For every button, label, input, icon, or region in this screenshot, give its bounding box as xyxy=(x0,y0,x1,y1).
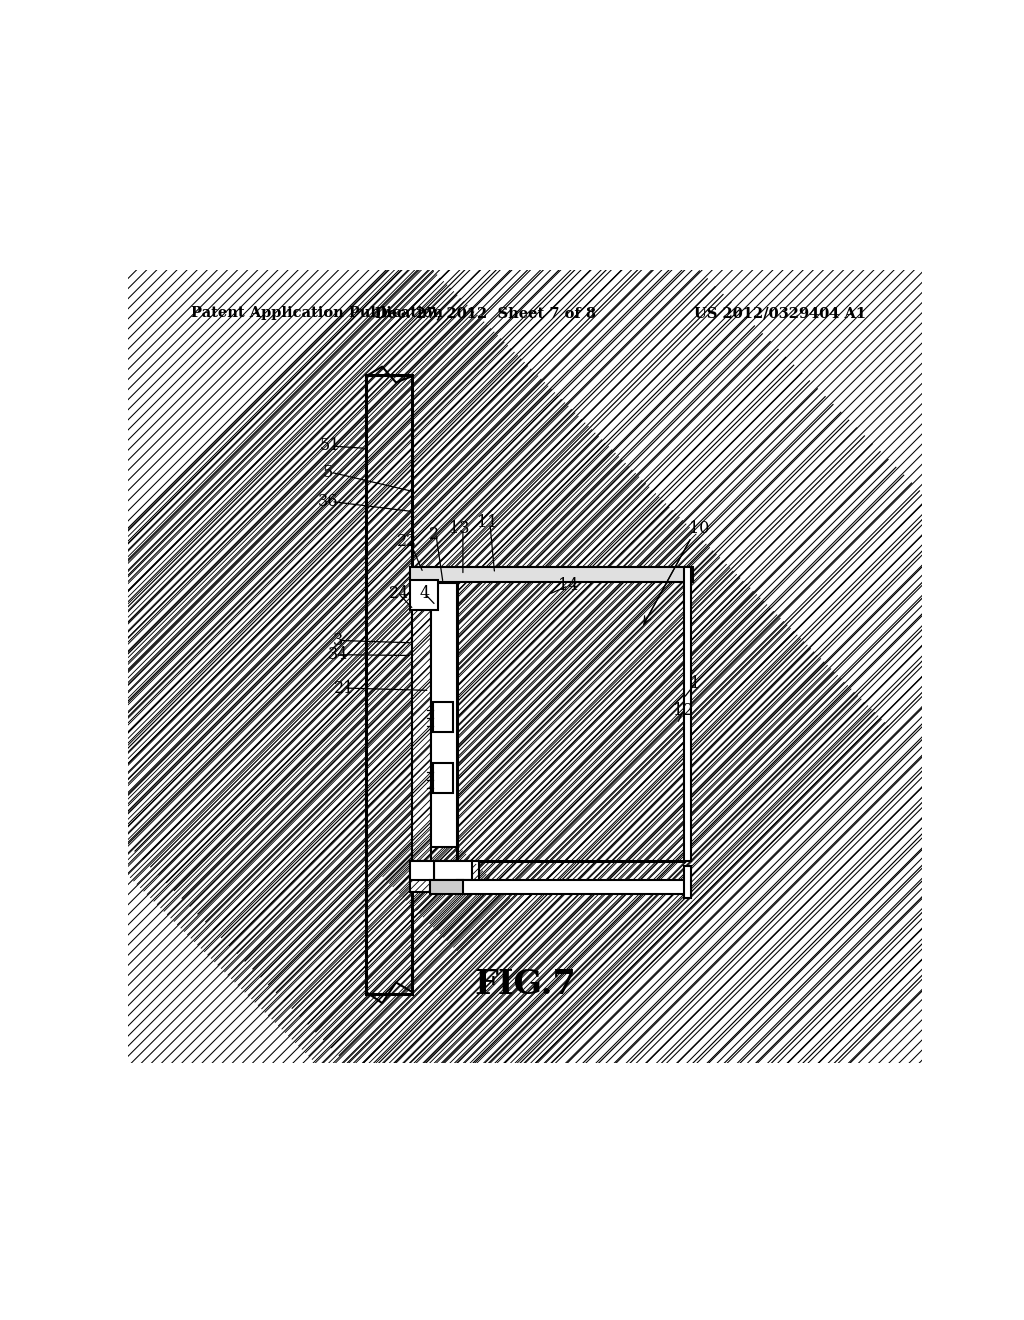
Text: 3: 3 xyxy=(333,632,343,649)
Text: 11: 11 xyxy=(477,515,498,532)
Bar xyxy=(412,568,431,861)
Text: 22: 22 xyxy=(397,533,418,549)
Bar xyxy=(433,702,453,731)
Bar xyxy=(367,375,412,994)
Text: 36: 36 xyxy=(317,494,338,510)
Bar xyxy=(410,861,433,880)
Text: Dec. 27, 2012  Sheet 7 of 8: Dec. 27, 2012 Sheet 7 of 8 xyxy=(375,306,596,321)
Text: US 2012/0329404 A1: US 2012/0329404 A1 xyxy=(694,306,866,321)
Bar xyxy=(413,568,430,861)
Text: 1: 1 xyxy=(690,675,700,692)
Text: 2: 2 xyxy=(428,525,438,543)
Bar xyxy=(684,866,691,898)
Bar xyxy=(410,579,438,610)
Text: 51: 51 xyxy=(321,437,341,454)
Bar xyxy=(458,880,691,895)
Bar xyxy=(410,861,479,892)
Text: 34: 34 xyxy=(328,647,348,663)
Text: 14: 14 xyxy=(558,577,579,594)
Bar xyxy=(433,763,453,793)
Bar xyxy=(684,568,691,861)
Bar xyxy=(433,861,472,880)
Bar xyxy=(367,375,412,993)
Text: FIG.7: FIG.7 xyxy=(474,968,575,1001)
Bar xyxy=(431,583,458,846)
Text: 4: 4 xyxy=(420,585,430,602)
Text: 21: 21 xyxy=(334,680,354,697)
Text: 5: 5 xyxy=(323,463,333,480)
Text: 13: 13 xyxy=(450,520,470,537)
Text: 10: 10 xyxy=(689,520,710,537)
Text: 24: 24 xyxy=(388,585,409,602)
Bar xyxy=(410,568,693,582)
Bar xyxy=(430,880,463,895)
Bar xyxy=(458,568,683,861)
Text: 12: 12 xyxy=(674,702,693,719)
Bar xyxy=(458,568,684,861)
Text: Patent Application Publication: Patent Application Publication xyxy=(191,306,443,321)
Bar xyxy=(430,880,462,894)
